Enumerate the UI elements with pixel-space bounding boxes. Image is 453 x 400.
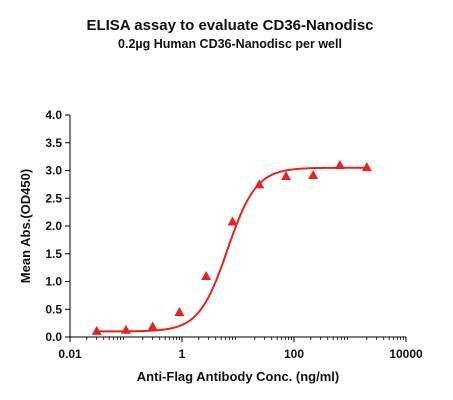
data-point <box>121 324 131 334</box>
data-point <box>201 270 212 280</box>
data-point <box>334 159 345 169</box>
chart-title: ELISA assay to evaluate CD36-Nanodisc <box>86 17 373 34</box>
y-tick-label: 0.5 <box>45 302 62 316</box>
y-tick-label: 0.0 <box>45 330 62 344</box>
data-point <box>281 171 292 181</box>
y-tick-label: 3.0 <box>45 164 62 178</box>
axes <box>69 115 406 338</box>
y-tick-label: 2.0 <box>45 219 62 233</box>
fit-curve-group <box>96 166 367 333</box>
data-point <box>308 169 319 179</box>
y-tick-label: 2.5 <box>45 191 62 205</box>
data-point <box>91 325 102 335</box>
chart-subtitle: 0.2µg Human CD36-Nanodisc per well <box>118 37 342 51</box>
data-point <box>227 216 238 226</box>
y-axis-label: Mean Abs.(OD450) <box>18 169 33 283</box>
fit-curve <box>96 166 367 333</box>
y-tick-label: 4.0 <box>45 108 62 122</box>
y-axis-ticks: 0.0 0.5 1.0 1.5 2.0 2.5 3.0 3.5 4.0 <box>45 108 70 344</box>
data-point <box>361 162 372 172</box>
data-point <box>254 179 265 189</box>
data-point <box>147 321 158 331</box>
x-axis-label: Anti-Flag Antibody Conc. (ng/ml) <box>137 369 339 384</box>
y-tick-label: 3.5 <box>45 136 62 150</box>
y-tick-label: 1.0 <box>45 275 62 289</box>
data-point <box>174 307 185 317</box>
x-axis-ticks: 0.01 1 100 10000 <box>58 337 423 361</box>
data-points <box>91 159 372 335</box>
x-tick-label: 10000 <box>389 347 423 361</box>
x-tick-label: 100 <box>284 347 304 361</box>
x-tick-label: 0.01 <box>58 347 82 361</box>
y-tick-label: 1.5 <box>45 247 62 261</box>
x-tick-label: 1 <box>179 347 186 361</box>
